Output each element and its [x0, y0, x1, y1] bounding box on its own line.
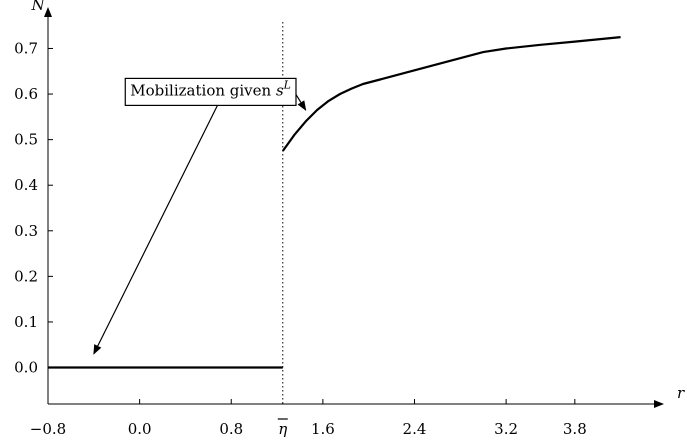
- y-tick-label: 0.3: [14, 222, 38, 240]
- annotation-arrow: [93, 105, 218, 355]
- threshold-label: η: [278, 420, 287, 438]
- x-tick-label: 0.8: [219, 420, 243, 438]
- y-tick-label: 0.1: [14, 313, 38, 331]
- annotation-box: [124, 77, 297, 107]
- y-tick-label: 0.7: [14, 39, 38, 57]
- series-line-upper: [281, 36, 621, 152]
- x-tick-label: 0.0: [128, 420, 152, 438]
- annotation-text: Mobilization given sL: [130, 78, 291, 99]
- x-axis-label: r: [677, 384, 685, 402]
- x-tick-label: −0.8: [30, 420, 66, 438]
- y-axis-label: N: [30, 0, 45, 14]
- x-tick-label: 3.2: [494, 420, 518, 438]
- y-tick-label: 0.5: [14, 131, 38, 149]
- x-tick-label: 3.8: [563, 420, 587, 438]
- y-tick-label: 0.6: [14, 85, 38, 103]
- y-tick-label: 0.4: [14, 176, 38, 194]
- annotation-arrow: [295, 94, 307, 111]
- y-tick-label: 0.2: [14, 267, 38, 285]
- y-tick-label: 0.0: [14, 359, 38, 377]
- x-tick-label: 2.4: [403, 420, 427, 438]
- x-tick-label: 1.6: [311, 420, 335, 438]
